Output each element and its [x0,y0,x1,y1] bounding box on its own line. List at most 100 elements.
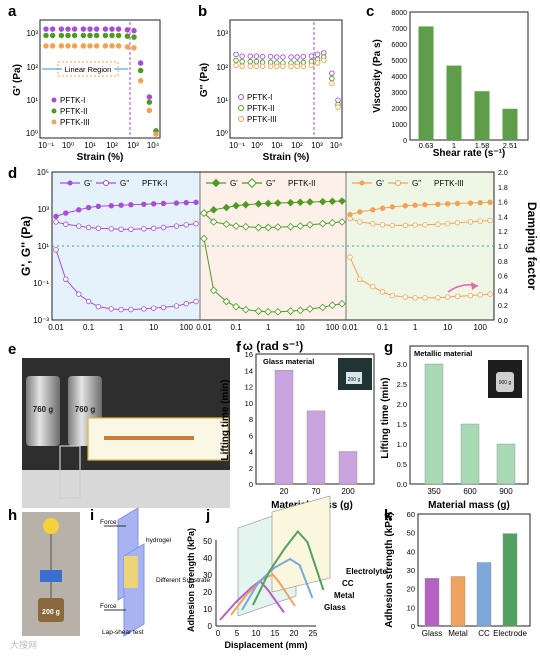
y-tick-label: 30 [407,566,415,575]
panel-b-legend-marker [238,105,244,111]
x-tick-label: 5 [235,629,240,638]
data-point [124,44,131,50]
panel-j-ylabel: Adhesion strength (kPa) [186,528,196,632]
panel-a-letter: a [8,3,17,20]
panel-j-ticks: 0 5 10 15 20 25 0 10 20 30 40 50 [203,537,318,638]
data-point [267,63,274,70]
data-point [306,305,314,313]
x-tick-label: 0.1 [377,323,389,332]
data-point [43,43,49,49]
jar-icon [26,376,60,446]
y-tick-label: 6000 [391,42,407,49]
legend-sample: PFTK-I [142,179,167,188]
data-point [357,276,363,282]
panel-i-letter: i [90,507,94,524]
panel-k: k Adhesion strength (kPa) 6050403020100 … [384,507,531,638]
panel-b-xtick: 10³ [311,141,323,150]
data-point [264,308,273,316]
data-point [87,26,93,32]
data-point [65,43,71,49]
y-tick-label: 1000 [391,122,407,129]
y-tick-label: 4000 [391,74,407,81]
data-point [76,223,82,229]
data-point [160,224,167,231]
panel-a-xtick: 10⁴ [147,141,160,150]
data-point [306,220,314,229]
panel-a-xtick: 10³ [127,141,139,150]
data-point [288,54,294,60]
panel-a-ytick: 10⁰ [26,129,38,138]
panel-a-xlabel: Strain (%) [77,152,124,163]
data-point [422,295,428,301]
x-tick-label: 0.01 [48,323,64,332]
panel-d-xticks: 0.01 0.1 1 10 100 0.01 0.1 1 10 100 0.01 0.1 1 10 100 [48,323,487,332]
x-tick-label: Glass [422,629,442,638]
panel-h-weight: 200 g [42,609,60,616]
legend-sample: PFTK-III [434,179,464,188]
panel-b-xtick: 10⁴ [330,141,343,150]
x-tick-label: 10 [443,323,452,332]
data-point [53,246,59,253]
legend-marker [103,180,109,186]
panel-a-ylabel: G' (Pa) [12,64,23,96]
panel-a-annotation-bg [62,64,114,74]
x-tick-label: 0.1 [231,323,243,332]
panel-b-ytick: 10³ [216,29,228,38]
panel-b-legend-marker [238,116,244,122]
data-point [93,26,100,32]
y-tick-label: 50 [407,529,415,538]
data-point [150,201,157,207]
data-point [222,220,231,229]
x-tick-label: 15 [271,629,280,638]
data-point [131,27,137,34]
panel-d-marks [53,197,493,316]
y-tick-label: 12 [245,383,253,392]
data-point [328,301,337,310]
data-point [200,209,208,217]
data-point [173,223,180,229]
data-point [153,131,159,137]
panel-b-xtick: 10⁰ [251,141,263,150]
legend-g1: G' [84,179,92,188]
data-point [264,223,273,232]
bar [338,451,358,485]
data-point [137,60,144,66]
data-point [85,224,92,231]
x-tick-label: 1.58 [475,141,490,150]
legend-marker [247,178,257,188]
panel-a-xtick: 10¹ [84,141,96,150]
data-point [65,32,71,39]
panel-f-title: Glass material [263,357,314,366]
x-tick-label: 1 [266,323,271,332]
y2-tick-label: 0.4 [498,288,508,295]
y-tick-label: 2000 [391,106,407,113]
legend-marker [359,180,365,186]
data-point [63,221,69,227]
y2-tick-label: 1.8 [498,185,508,192]
y-tick-label: 16 [245,350,253,359]
panel-f: f Glass material Lifting time (min) Mate… [220,339,375,511]
data-point [274,199,282,207]
x-tick-label: Metal [448,629,468,638]
data-point [49,26,56,32]
data-point [58,43,65,49]
data-point [412,295,418,301]
data-point [254,307,263,315]
y-tick-label: 10⁻¹ [33,279,49,288]
y-tick-label: 60 [407,510,415,519]
data-point [329,75,335,82]
data-point [389,222,396,229]
y2-tick-label: 2.0 [498,170,508,177]
data-point [128,202,134,208]
data-point [128,226,134,232]
panel-i-force-top: Force [100,519,117,526]
x-tick-label: Electrode [493,629,527,638]
data-point [209,218,218,226]
data-point [193,298,199,305]
data-point [109,32,115,39]
x-tick-label: 1 [119,323,124,332]
panel-h: h 200 g [8,507,80,636]
data-point [150,225,157,232]
data-point [115,32,122,39]
data-point [141,226,147,232]
